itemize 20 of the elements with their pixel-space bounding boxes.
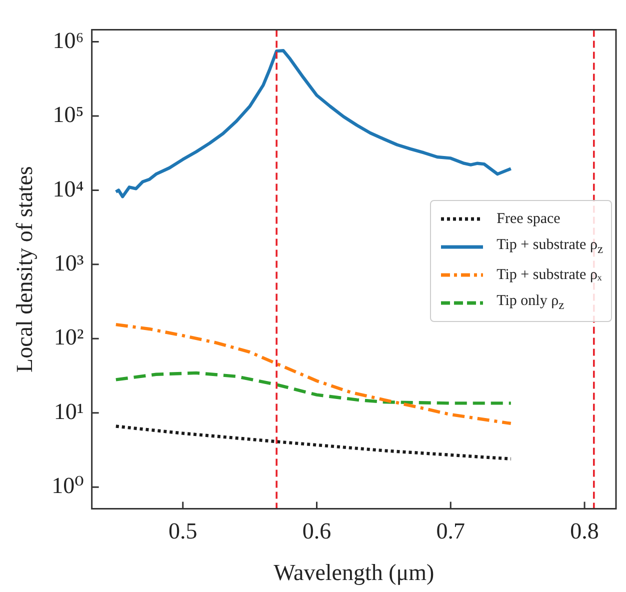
legend-label: Tip + substrate ρₓ xyxy=(496,266,602,284)
line-series xyxy=(114,424,512,460)
x-tick-label: 0.6 xyxy=(302,518,332,544)
x-tick-label: 0.5 xyxy=(168,518,198,544)
x-tick-label: 0.8 xyxy=(570,518,599,544)
y-tick-label: 10⁰ xyxy=(52,473,84,498)
y-tick-label: 10² xyxy=(54,324,84,350)
y-tick-label: 10⁶ xyxy=(52,28,84,53)
y-axis-title: Local density of states xyxy=(12,166,37,372)
x-tick-label: 0.7 xyxy=(436,518,466,544)
y-tick-label: 10⁴ xyxy=(52,176,84,202)
line-series xyxy=(114,322,512,426)
legend-label: Tip + substrate ρ$_{z}$ xyxy=(496,237,603,257)
x-axis-title: Wavelength (μm) xyxy=(274,560,434,586)
y-tick-label: 10³ xyxy=(54,250,84,276)
line-series xyxy=(114,371,512,405)
y-tick-label: 10¹ xyxy=(54,398,84,424)
legend-label: Free space xyxy=(496,210,560,228)
legend-label: Tip only ρ$_{z}$ xyxy=(496,293,564,313)
y-tick-label: 10⁵ xyxy=(52,102,84,128)
